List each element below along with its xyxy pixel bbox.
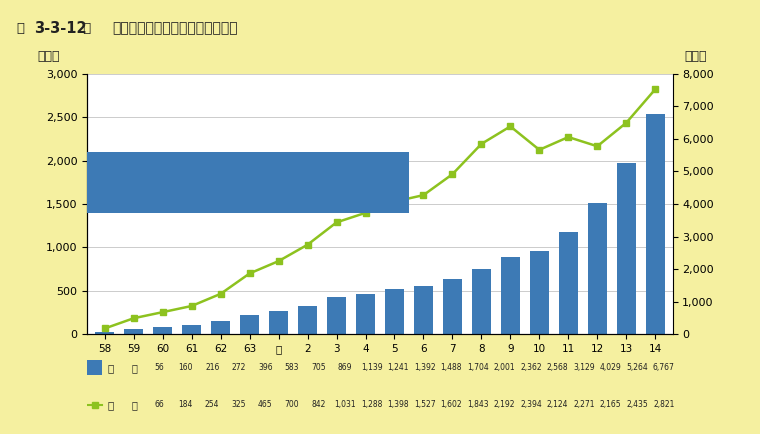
Bar: [269, 311, 288, 334]
Bar: [154, 327, 172, 334]
Bar: [87, 360, 102, 375]
Bar: [211, 321, 230, 334]
Bar: [472, 269, 491, 334]
Bar: [501, 257, 520, 334]
Bar: [588, 203, 606, 334]
Text: 2,001: 2,001: [493, 363, 515, 372]
Text: 図: 図: [79, 22, 91, 35]
Text: 700: 700: [284, 400, 299, 409]
Text: 数: 数: [131, 400, 137, 410]
Bar: [530, 250, 549, 334]
Text: 2,271: 2,271: [573, 400, 595, 409]
Text: 2,568: 2,568: [546, 363, 568, 372]
Text: 1,392: 1,392: [414, 363, 435, 372]
Text: 3-3-12: 3-3-12: [34, 21, 87, 36]
Text: 254: 254: [205, 400, 220, 409]
Text: 企業等との共同研究の実施件数等: 企業等との共同研究の実施件数等: [112, 21, 237, 35]
Bar: [95, 332, 114, 334]
Text: 1,704: 1,704: [467, 363, 489, 372]
Bar: [240, 315, 259, 334]
Text: 869: 869: [337, 363, 352, 372]
Text: 2,165: 2,165: [600, 400, 622, 409]
Text: 216: 216: [205, 363, 220, 372]
Bar: [125, 329, 143, 334]
Text: 2,821: 2,821: [653, 400, 674, 409]
Bar: [385, 289, 404, 334]
Text: 1,488: 1,488: [441, 363, 462, 372]
Text: 583: 583: [285, 363, 299, 372]
Text: 4,029: 4,029: [600, 363, 622, 372]
Text: 2,124: 2,124: [546, 400, 568, 409]
Text: 2,362: 2,362: [520, 363, 542, 372]
Text: 1,139: 1,139: [361, 363, 382, 372]
Text: 705: 705: [311, 363, 326, 372]
Text: （件）: （件）: [684, 50, 707, 63]
Text: 66: 66: [154, 400, 164, 409]
Text: 3,129: 3,129: [573, 363, 595, 372]
Text: 人: 人: [108, 400, 114, 410]
Text: 396: 396: [258, 363, 273, 372]
Text: 1,398: 1,398: [388, 400, 409, 409]
Text: 1,031: 1,031: [334, 400, 356, 409]
Bar: [298, 306, 317, 334]
Text: 1,241: 1,241: [388, 363, 409, 372]
Text: 1,527: 1,527: [414, 400, 435, 409]
Text: 160: 160: [179, 363, 193, 372]
Text: （人）: （人）: [38, 50, 60, 63]
Text: 1,288: 1,288: [361, 400, 382, 409]
Text: 1,602: 1,602: [441, 400, 462, 409]
Text: 2,394: 2,394: [520, 400, 542, 409]
Text: 6,767: 6,767: [653, 363, 675, 372]
Bar: [559, 232, 578, 334]
Bar: [414, 286, 433, 334]
Bar: [617, 163, 635, 334]
Text: 56: 56: [154, 363, 164, 372]
Bar: [443, 279, 462, 334]
Bar: [182, 326, 201, 334]
Bar: [87, 152, 410, 213]
Bar: [356, 294, 375, 334]
Bar: [327, 297, 346, 334]
Bar: [646, 114, 665, 334]
Text: 184: 184: [179, 400, 193, 409]
Text: 272: 272: [232, 363, 246, 372]
Text: 1,843: 1,843: [467, 400, 489, 409]
Text: 842: 842: [312, 400, 325, 409]
Text: 465: 465: [258, 400, 273, 409]
Text: 2,435: 2,435: [626, 400, 648, 409]
Text: 325: 325: [232, 400, 246, 409]
Text: 件: 件: [108, 363, 114, 373]
Text: 2,192: 2,192: [493, 400, 515, 409]
Text: 第: 第: [17, 22, 24, 35]
Text: 5,264: 5,264: [626, 363, 648, 372]
Text: 数: 数: [131, 363, 137, 373]
